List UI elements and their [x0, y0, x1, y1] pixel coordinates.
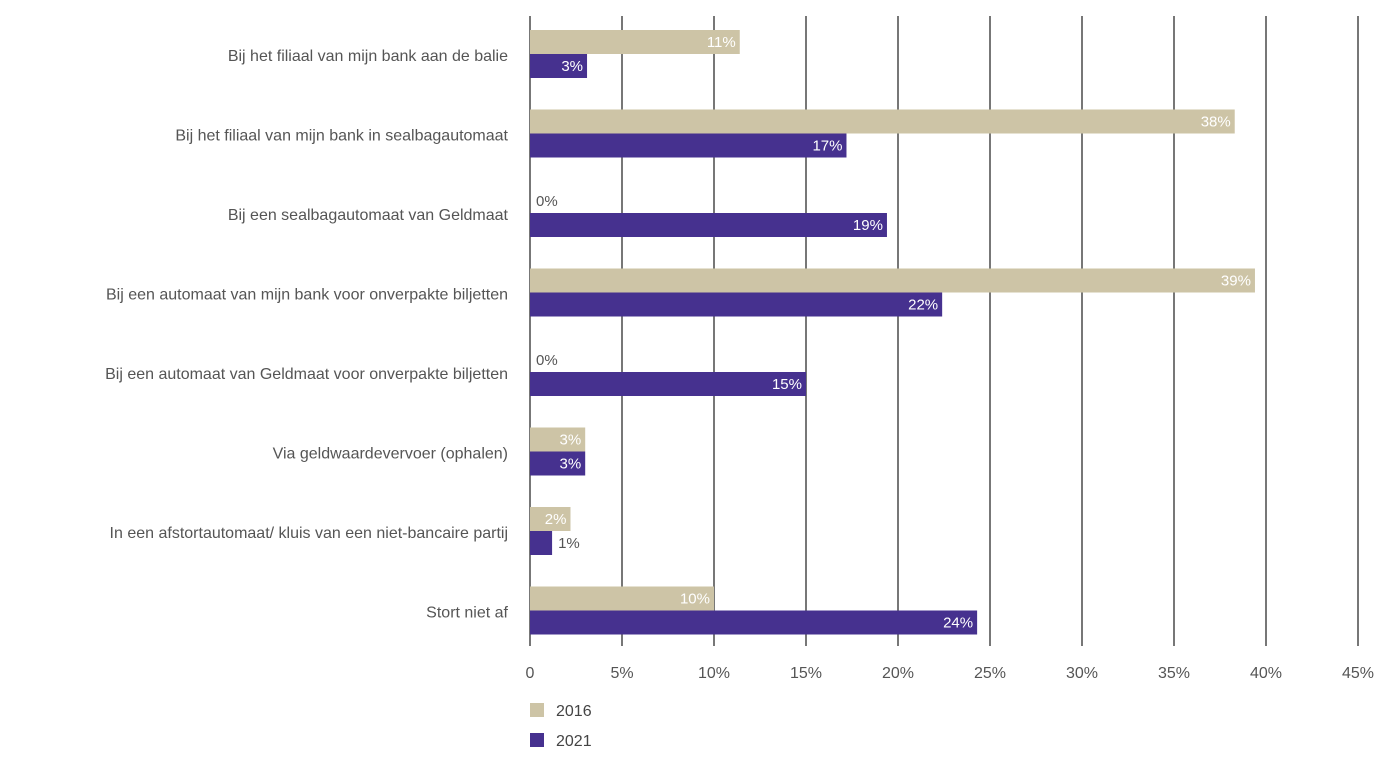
bar-2021-3 [530, 292, 943, 317]
bar-2021-0 [530, 54, 588, 78]
x-tick-label: 25% [974, 665, 1006, 682]
legend-swatch-2021 [530, 733, 544, 747]
data-label-2021-5: 3% [560, 456, 582, 473]
category-label: Bij een sealbagautomaat van Geldmaat [228, 207, 509, 224]
data-label-2021-2: 19% [853, 217, 883, 234]
data-label-2016-1: 38% [1201, 114, 1231, 131]
category-label: Bij het filiaal van mijn bank in sealbag… [175, 128, 508, 145]
x-axis-tick-labels: 0 5% 10% 15% 20% 25% 30% 35% 40% 45% [526, 665, 1374, 682]
data-label-2021-0: 3% [561, 58, 583, 75]
bar-2016-6 [530, 507, 571, 531]
bar-2021-6 [530, 531, 553, 555]
data-label-2016-7: 10% [680, 591, 710, 608]
bar-2021-5 [530, 451, 586, 476]
x-tick-label: 20% [882, 665, 914, 682]
bar-2016-1 [530, 109, 1235, 134]
x-tick-label: 0 [526, 665, 535, 682]
x-tick-label: 10% [698, 665, 730, 682]
data-label-2021-6: 1% [558, 535, 580, 552]
bar-2021-2 [530, 213, 887, 237]
bar-2016-5 [530, 427, 586, 452]
bar-2021-7 [530, 610, 978, 635]
data-label-2016-6: 2% [545, 511, 567, 528]
value-labels: 11% 3% 38% 17% 0% 19% 39% 22% 0% 15% 3% 3% 2% 1% 10% 24… [536, 34, 1251, 632]
data-label-2016-4: 0% [536, 352, 558, 369]
data-label-2021-4: 15% [772, 376, 802, 393]
category-label: Bij het filiaal van mijn bank aan de bal… [228, 48, 508, 65]
legend: 2016 2021 [530, 703, 592, 750]
category-label: In een afstortautomaat/ kluis van een ni… [110, 525, 508, 542]
x-tick-label: 40% [1250, 665, 1282, 682]
data-label-2021-7: 24% [943, 615, 973, 632]
data-label-2016-3: 39% [1221, 273, 1251, 290]
bar-2016-0 [530, 30, 740, 54]
category-label: Stort niet af [426, 605, 508, 622]
x-tick-label: 45% [1342, 665, 1374, 682]
bar-2016-3 [530, 268, 1255, 293]
legend-swatch-2016 [530, 703, 544, 717]
bar-2016-7 [530, 586, 714, 611]
category-label: Bij een automaat van mijn bank voor onve… [106, 287, 508, 304]
x-tick-label: 15% [790, 665, 822, 682]
data-label-2016-0: 11% [707, 34, 736, 51]
legend-label-2016: 2016 [556, 703, 592, 720]
legend-label-2021: 2021 [556, 733, 592, 750]
data-label-2016-2: 0% [536, 193, 558, 210]
category-label: Via geldwaardevervoer (ophalen) [273, 446, 508, 463]
bar-2021-1 [530, 133, 847, 158]
x-tick-label: 35% [1158, 665, 1190, 682]
bars [530, 30, 1255, 635]
x-tick-label: 30% [1066, 665, 1098, 682]
data-label-2021-3: 22% [908, 297, 938, 314]
data-label-2016-5: 3% [560, 432, 582, 449]
bar-2021-4 [530, 372, 806, 396]
category-label: Bij een automaat van Geldmaat voor onver… [105, 366, 508, 383]
category-labels: Bij het filiaal van mijn bank aan de bal… [105, 48, 508, 622]
data-label-2021-1: 17% [812, 138, 842, 155]
x-tick-label: 5% [610, 665, 633, 682]
